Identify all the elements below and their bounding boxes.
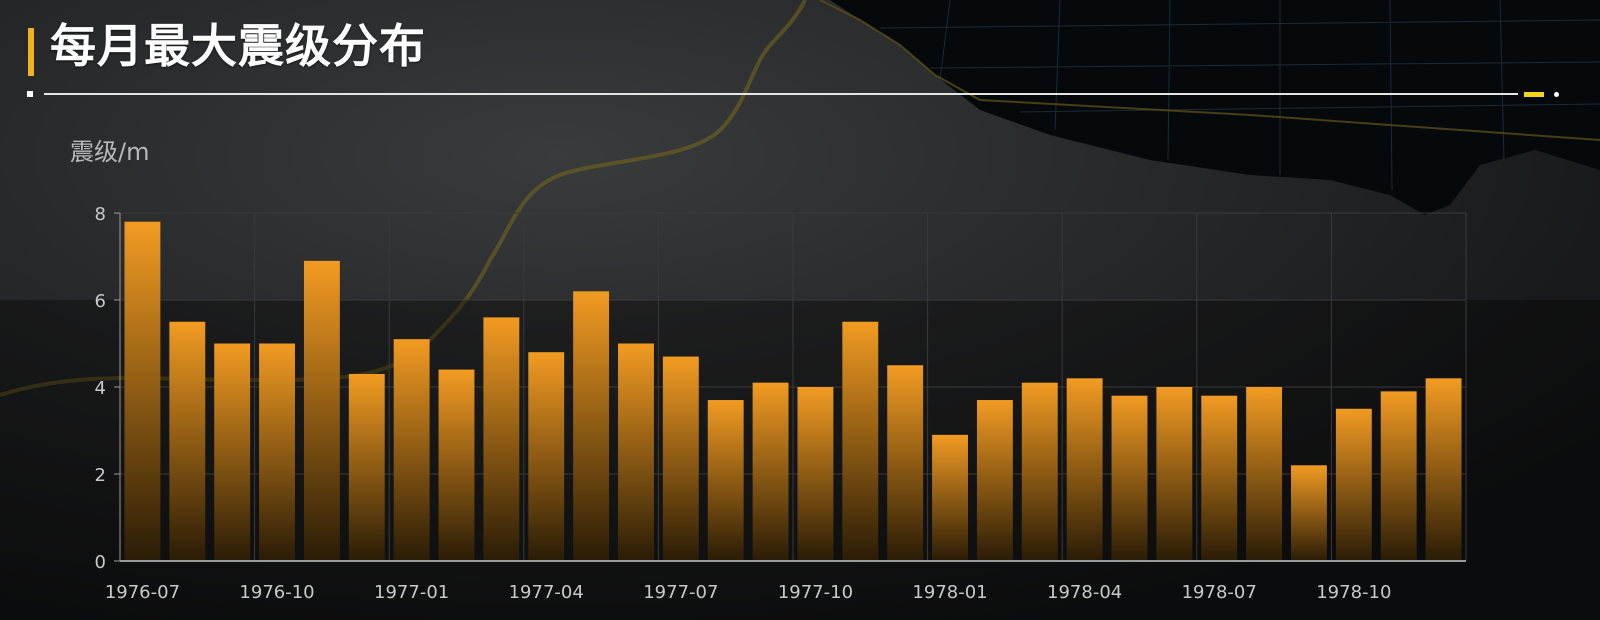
- bar-1976-08: [169, 321, 206, 561]
- y-tick-label: 8: [95, 204, 106, 225]
- x-tick-label: 1977-04: [509, 582, 584, 603]
- x-tick-label: 1978-01: [912, 582, 987, 603]
- bar-1976-11: [303, 260, 340, 561]
- bar-1978-11: [1380, 391, 1417, 561]
- y-tick-label: 0: [95, 552, 106, 573]
- bar-1977-07: [662, 356, 699, 561]
- rule-start-marker: [27, 91, 33, 97]
- bars: [124, 221, 1462, 561]
- bar-1978-06: [1156, 387, 1193, 561]
- bar-1978-04: [1066, 378, 1103, 561]
- x-tick-label: 1976-10: [239, 582, 314, 603]
- bar-1978-05: [1111, 395, 1148, 561]
- bar-1977-04: [528, 352, 565, 561]
- bar-1976-07: [124, 221, 161, 561]
- bar-1977-01: [393, 339, 430, 561]
- bar-1978-07: [1201, 395, 1238, 561]
- grid: [119, 212, 1467, 561]
- bar-1977-05: [573, 291, 610, 561]
- y-tick-label: 6: [95, 291, 106, 312]
- x-tick-label: 1978-04: [1047, 582, 1122, 603]
- rule-end-marker: [1554, 92, 1559, 97]
- bar-1977-08: [707, 400, 744, 561]
- y-tick-labels: 0 2 4 6 8: [95, 204, 106, 573]
- bar-1978-03: [1021, 382, 1058, 561]
- bar-1978-08: [1246, 387, 1283, 561]
- bar-1977-12: [887, 365, 924, 561]
- axes: [114, 212, 1466, 562]
- x-tick-labels: 1976-07 1976-10 1977-01 1977-04 1977-07 1977-…: [105, 582, 1392, 603]
- bar-1978-10: [1335, 408, 1372, 561]
- x-tick-label: 1978-10: [1316, 582, 1391, 603]
- x-tick-label: 1977-01: [374, 582, 449, 603]
- y-tick-label: 2: [95, 465, 106, 486]
- bar-1977-11: [842, 321, 879, 561]
- title-divider: [44, 93, 1518, 95]
- bar-1978-12: [1425, 378, 1462, 561]
- bar-1978-01: [932, 434, 968, 561]
- y-tick-label: 4: [95, 378, 106, 399]
- bar-1976-12: [348, 373, 385, 561]
- bar-1976-10: [259, 343, 295, 561]
- x-tick-label: 1978-07: [1182, 582, 1257, 603]
- x-tick-label: 1976-07: [105, 582, 180, 603]
- bar-1977-06: [618, 343, 654, 561]
- x-tick-label: 1977-07: [643, 582, 718, 603]
- title-accent-bar: [28, 28, 34, 76]
- page-title: 每月最大震级分布: [50, 19, 426, 73]
- x-tick-label: 1977-10: [778, 582, 853, 603]
- bar-1977-02: [438, 369, 475, 561]
- bar-1978-09: [1291, 465, 1327, 561]
- bar-1976-09: [214, 343, 251, 561]
- y-axis-title: 震级/m: [70, 138, 149, 166]
- bar-1978-02: [976, 400, 1013, 561]
- bar-1977-09: [752, 382, 789, 561]
- panel-header: 每月最大震级分布: [0, 0, 1600, 100]
- rule-accent-marker: [1524, 92, 1544, 97]
- bar-1977-03: [483, 317, 520, 561]
- bar-1977-10: [797, 387, 834, 561]
